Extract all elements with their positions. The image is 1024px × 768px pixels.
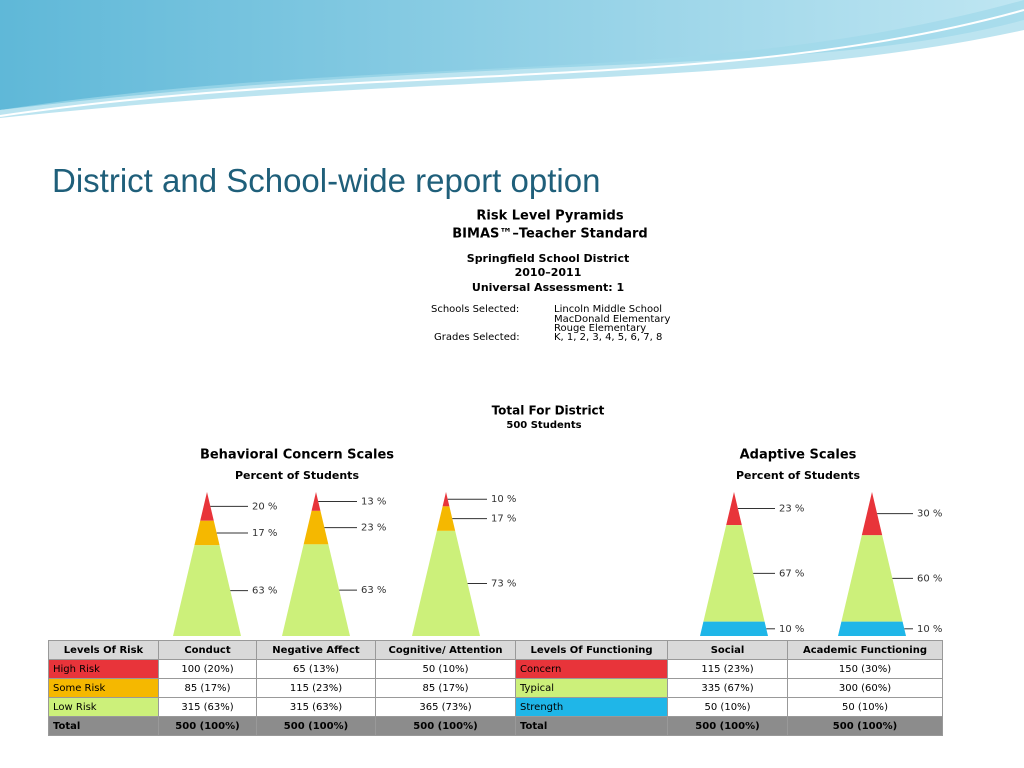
pyramid-segment	[200, 492, 214, 521]
table-cell: 115 (23%)	[667, 659, 788, 679]
table-cell: 85 (17%)	[375, 678, 516, 698]
table-cell: 365 (73%)	[375, 697, 516, 717]
group-title: Behavioral Concern Scales	[200, 448, 394, 463]
schools-label: Schools Selected:	[431, 304, 519, 315]
grades-label: Grades Selected:	[434, 332, 520, 343]
pyramid-segment	[311, 492, 321, 511]
school: Rouge Elementary	[554, 323, 646, 334]
pyramid-segment	[703, 525, 765, 622]
table-cell: 315 (63%)	[256, 697, 376, 717]
header-cell: Levels Of Risk	[48, 640, 159, 660]
segment-label: 17 %	[252, 528, 277, 539]
segment-label: 63 %	[361, 585, 386, 596]
table-cell: 50 (10%)	[667, 697, 788, 717]
header-cell: Cognitive/ Attention	[375, 640, 516, 660]
pyramid-segment	[436, 506, 456, 531]
table-cell: 150 (30%)	[787, 659, 943, 679]
slide-title: District and School-wide report option	[52, 162, 601, 199]
pyramid-segment	[841, 535, 903, 622]
pyramid-segment	[303, 510, 329, 545]
table-cell: Strength	[515, 697, 668, 717]
table-cell: 500 (100%)	[787, 716, 943, 736]
pyramid-segment	[173, 545, 241, 636]
segment-label: 23 %	[779, 504, 804, 515]
table-row: Some Risk 85 (17%) 115 (23%) 85 (17%) Typica…	[48, 678, 943, 698]
pyramid-segment	[194, 520, 220, 546]
table-header: Levels Of Risk Conduct Negative Affect Cogn…	[48, 640, 943, 660]
pyramid-segment	[412, 530, 480, 636]
district: Springfield School District	[467, 252, 629, 265]
table-cell: Total	[515, 716, 668, 736]
table-row: Total 500 (100%) 500 (100%) 500 (100%) Total…	[48, 716, 943, 736]
pyramid-segment	[838, 621, 906, 636]
segment-label: 73 %	[491, 578, 516, 589]
group-subtitle: Percent of Students	[736, 469, 860, 482]
segment-label: 17 %	[491, 514, 516, 525]
report-title: Risk Level Pyramids	[476, 209, 623, 224]
table-cell: 50 (10%)	[375, 659, 516, 679]
header-line	[0, 9, 1024, 117]
segment-label: 67 %	[779, 568, 804, 579]
table-cell: 315 (63%)	[158, 697, 257, 717]
table-cell: 500 (100%)	[375, 716, 516, 736]
segment-label: 30 %	[917, 509, 942, 520]
table-cell: 300 (60%)	[787, 678, 943, 698]
header-cell: Academic Functioning	[787, 640, 943, 660]
segment-label: 10 %	[491, 494, 516, 505]
table-cell: 85 (17%)	[158, 678, 257, 698]
group-subtitle: Percent of Students	[235, 469, 359, 482]
header-cell: Social	[667, 640, 788, 660]
segment-label: 10 %	[917, 624, 942, 635]
table-cell: 500 (100%)	[158, 716, 257, 736]
segment-label: 63 %	[252, 586, 277, 597]
pyramid-segment	[861, 492, 883, 536]
school: Lincoln Middle School	[554, 304, 662, 315]
table-cell: High Risk	[48, 659, 159, 679]
school: MacDonald Elementary	[554, 314, 670, 325]
assessment: Universal Assessment: 1	[472, 281, 624, 294]
table-row: High Risk 100 (20%) 65 (13%) 50 (10%) Concer…	[48, 659, 943, 679]
grades: K, 1, 2, 3, 4, 5, 6, 7, 8	[554, 332, 662, 343]
segment-label: 23 %	[361, 523, 386, 534]
table-cell: 50 (10%)	[787, 697, 943, 717]
header-cell: Levels Of Functioning	[515, 640, 668, 660]
report-subtitle: BIMAS™–Teacher Standard	[452, 227, 647, 242]
table-cell: Low Risk	[48, 697, 159, 717]
pyramid-segment	[700, 621, 768, 636]
total-students: 500 Students	[506, 420, 581, 431]
table-cell: 115 (23%)	[256, 678, 376, 698]
table-cell: 100 (20%)	[158, 659, 257, 679]
year: 2010–2011	[515, 266, 582, 279]
table-cell: Total	[48, 716, 159, 736]
table-cell: Typical	[515, 678, 668, 698]
segment-label: 60 %	[917, 573, 942, 584]
table-cell: 65 (13%)	[256, 659, 376, 679]
table-row: Low Risk 315 (63%) 315 (63%) 365 (73%) Stren…	[48, 697, 943, 717]
pyramid-segment	[282, 544, 350, 636]
group-title: Adaptive Scales	[740, 448, 857, 463]
table-cell: 500 (100%)	[256, 716, 376, 736]
table-cell: Concern	[515, 659, 668, 679]
header-cell: Negative Affect	[256, 640, 376, 660]
table-cell: 335 (67%)	[667, 678, 788, 698]
summary-table: Levels Of Risk Conduct Negative Affect Cogn…	[48, 640, 943, 736]
table-cell: 500 (100%)	[667, 716, 788, 736]
header-cell: Conduct	[158, 640, 257, 660]
segment-label: 13 %	[361, 496, 386, 507]
segment-label: 20 %	[252, 501, 277, 512]
pyramid-segment	[442, 492, 450, 507]
pyramid-segment	[726, 492, 742, 526]
total-title: Total For District	[492, 404, 605, 418]
segment-label: 10 %	[779, 624, 804, 635]
table-cell: Some Risk	[48, 678, 159, 698]
